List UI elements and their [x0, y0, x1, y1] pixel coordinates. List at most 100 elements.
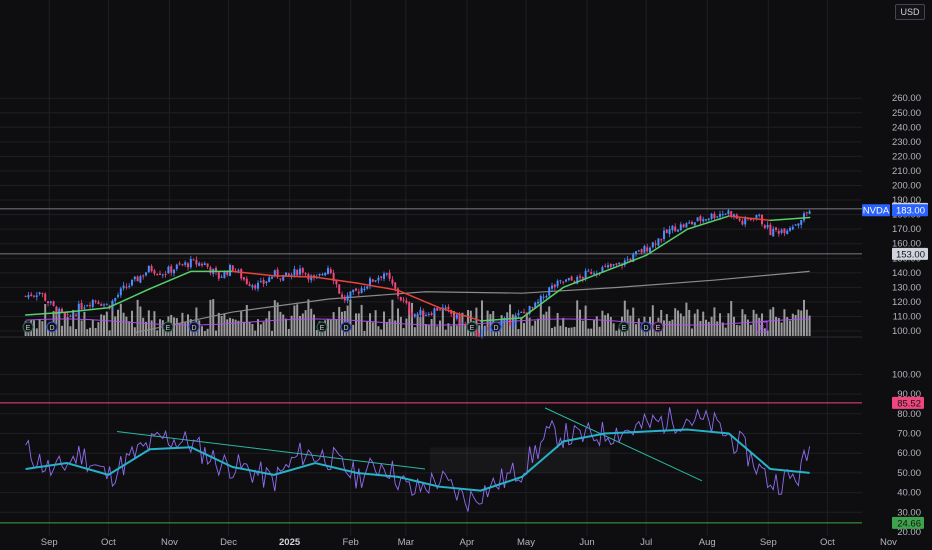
ma-short-segment: [66, 306, 110, 313]
price-axis[interactable]: 260.00 250.00 240.00 230.00 220.00 210.00 200.…: [862, 0, 932, 536]
volume-bar: [455, 325, 458, 336]
candle-body: [89, 305, 92, 307]
event-marker: [618, 321, 630, 333]
volume-bar: [72, 309, 75, 336]
volume-bar: [282, 314, 285, 336]
candle-body: [237, 269, 240, 271]
volume-bar: [251, 323, 254, 336]
volume-bar: [296, 304, 299, 336]
sma-long-path: [135, 270, 810, 334]
candle-body: [243, 277, 246, 280]
volume-bar: [380, 329, 383, 336]
upcoming-earnings-letter: E: [760, 325, 765, 332]
volume-bar: [35, 328, 38, 336]
ma-short-segment: [24, 311, 68, 316]
candle-body: [27, 295, 30, 298]
rsi-band: [0, 402, 862, 524]
candle-body: [727, 210, 730, 215]
volume-bar: [114, 316, 117, 336]
ma-short-segment: [562, 270, 606, 289]
candle-body: [304, 273, 307, 275]
rsi-ma-path: [25, 428, 810, 492]
candle-body: [271, 276, 274, 279]
volume-bar: [206, 328, 209, 336]
candle-body: [523, 311, 526, 313]
volume-bar: [805, 309, 808, 336]
candle-body: [66, 314, 69, 316]
candle-body: [94, 300, 97, 302]
volume-bar: [94, 327, 97, 336]
candle-body: [24, 295, 27, 297]
candle-body: [805, 212, 808, 214]
volume-bar: [248, 322, 251, 336]
price-tick-label: 230.00: [892, 137, 921, 148]
currency-button[interactable]: USD: [895, 4, 925, 20]
candle-body: [556, 280, 559, 287]
candle-body: [321, 274, 324, 276]
candle-body: [615, 263, 618, 265]
candle-body: [803, 213, 806, 221]
candle-body: [332, 272, 335, 281]
candle-body: [192, 259, 195, 261]
volume-bar: [142, 317, 145, 336]
time-tick-label: Apr: [459, 537, 474, 548]
ma-short-segment: [645, 228, 689, 257]
candle-body: [693, 222, 696, 226]
symbol-tag: [862, 204, 890, 217]
volume-bar: [44, 303, 47, 336]
time-axis[interactable]: Sep Oct Nov Dec 2025 Feb Mar Apr May Jun Jul Aug Sep…: [0, 536, 932, 550]
candle-body: [170, 266, 173, 273]
time-tick-label: May: [517, 537, 535, 548]
volume-bar: [626, 309, 629, 336]
candle-body: [551, 285, 554, 289]
volume-bar: [579, 309, 582, 336]
candle-body: [780, 229, 783, 233]
candle-body: [357, 291, 360, 294]
volume-bar: [766, 330, 769, 336]
volume-bar: [178, 323, 181, 336]
volume-bar: [357, 313, 360, 336]
event-marker-letter: E: [470, 325, 475, 332]
volume-bar: [444, 329, 447, 336]
candle-body: [419, 309, 422, 315]
candle-body: [83, 307, 86, 309]
candle-body: [139, 276, 142, 283]
rsi-axis[interactable]: 100.00 90.00 80.00 70.00 60.00 50.00 40.00 30.0…: [892, 369, 924, 538]
candle-body: [511, 322, 514, 327]
candle-body: [607, 265, 610, 268]
volume-bar: [545, 311, 548, 336]
candle-body: [131, 279, 134, 286]
candle-body: [478, 333, 481, 337]
candle-body: [147, 265, 150, 273]
candle-body: [287, 273, 290, 276]
volume-bar: [777, 317, 780, 336]
candle-body: [665, 229, 668, 233]
volume-bar: [478, 325, 481, 336]
candle-body: [408, 302, 411, 313]
candle-body: [397, 288, 400, 297]
volume-bar: [615, 330, 618, 336]
volume-bar: [696, 309, 699, 336]
volume-bar: [125, 316, 128, 336]
volume-bar: [755, 313, 758, 336]
candle-body: [175, 264, 178, 270]
price-tick-label: 220.00: [892, 151, 921, 162]
volume-bar: [175, 318, 178, 336]
volume-bar: [441, 309, 444, 336]
volume-bar: [91, 319, 94, 336]
volume-bar: [237, 320, 240, 336]
volume-bar: [231, 318, 234, 336]
candle-body: [296, 270, 299, 276]
candle-body: [44, 293, 47, 301]
candle-body: [363, 288, 366, 290]
candle-body: [273, 270, 276, 277]
candle-body: [584, 270, 587, 280]
volume-bar: [632, 307, 635, 336]
volume-bar: [411, 302, 414, 336]
candle-body: [461, 322, 464, 324]
rsi-pane[interactable]: [0, 402, 862, 524]
volume-bar: [430, 319, 433, 336]
